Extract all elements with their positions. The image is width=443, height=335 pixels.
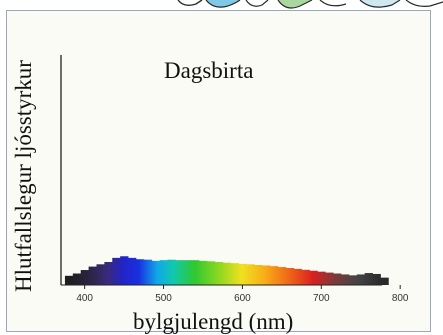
spectrum-bar-460 [128, 257, 137, 285]
spectrum-bar-500 [159, 260, 168, 285]
spectrum-bar-440 [112, 257, 121, 285]
spectrum-bar-560 [206, 261, 216, 285]
spectrum-bar-640 [270, 266, 279, 285]
x-tick-label-700: 700 [313, 293, 330, 304]
x-tick-label-400: 400 [76, 293, 93, 304]
spectrum-bar-620 [254, 264, 263, 285]
spectrum-bar-390 [72, 273, 82, 285]
spectrum-bar-750 [356, 274, 366, 285]
spectrum-bars [64, 256, 389, 285]
spectrum-bar-730 [341, 274, 350, 285]
spectrum-bar-410 [88, 266, 97, 285]
spectrum-bar-610 [246, 264, 255, 285]
spectrum-bar-690 [309, 270, 318, 285]
spectrum-bar-570 [214, 262, 224, 285]
spectrum-bar-710 [325, 272, 334, 285]
y-axis-label: Hlutfallslegur ljósstyrkur [11, 60, 36, 292]
spectrum-bar-480 [143, 259, 153, 285]
spectrum-bar-660 [285, 267, 295, 285]
spectrum-bar-700 [317, 271, 326, 285]
x-axis-ticks: 400 500 600 700 800 [76, 285, 409, 304]
x-axis-label: bylgjulengd (nm) [133, 309, 294, 334]
spectrum-bar-740 [348, 275, 358, 285]
spectrum-bar-420 [96, 264, 105, 285]
spectrum-bar-400 [80, 270, 90, 285]
spectrum-bar-630 [262, 265, 271, 285]
spectrum-bar-780 [380, 277, 389, 285]
spectrum-bar-580 [222, 262, 231, 285]
spectrum-bar-720 [333, 273, 342, 285]
spectrum-bar-510 [167, 259, 176, 285]
x-tick-label-800: 800 [392, 293, 409, 304]
spectrum-bar-600 [238, 263, 247, 285]
spectrum-bar-490 [151, 260, 160, 285]
spectrum-bar-650 [277, 267, 287, 285]
spectrum-bar-450 [120, 256, 129, 285]
spectrum-bar-470 [135, 259, 145, 285]
spectrum-bar-520 [175, 260, 184, 285]
cartoon-illustration-strip [0, 0, 443, 12]
spectrum-bar-380 [64, 275, 74, 285]
spectrum-bar-680 [301, 269, 310, 285]
spectrum-bar-550 [199, 260, 208, 285]
spectrum-bar-670 [293, 268, 302, 285]
spectrum-bar-760 [364, 273, 373, 285]
x-tick-label-600: 600 [234, 293, 251, 304]
spectrum-bar-540 [191, 260, 200, 285]
x-tick-label-500: 500 [155, 293, 172, 304]
chart-title: Dagsbirta [164, 58, 254, 83]
spectrum-bar-770 [372, 273, 381, 285]
spectrum-bar-590 [230, 263, 239, 285]
spectrum-bar-530 [183, 260, 192, 285]
spectrum-bar-430 [104, 262, 113, 285]
